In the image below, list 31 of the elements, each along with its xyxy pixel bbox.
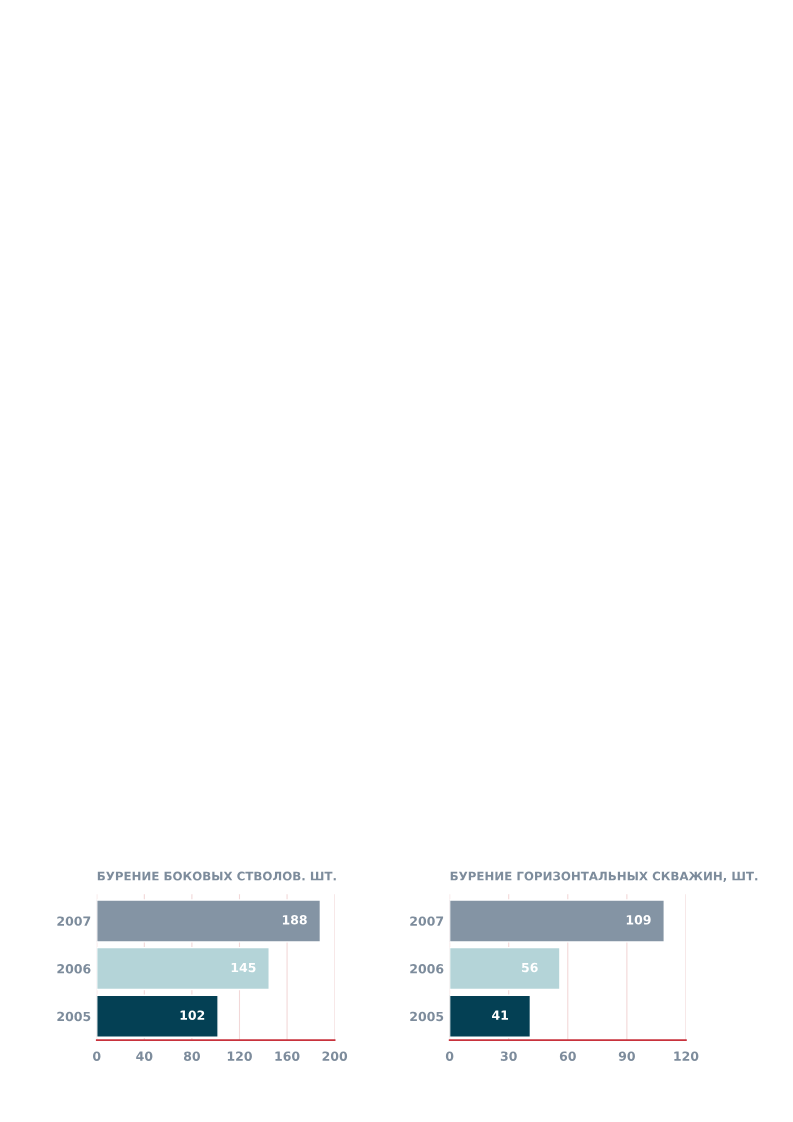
chart-title: БУРЕНИЕ ГОРИЗОНТАЛЬНЫХ СКВАЖИН, ШТ. (450, 871, 758, 883)
y-tick-label: 2007 (410, 916, 444, 926)
data-label: 56 (521, 962, 538, 973)
x-tick-label: 0 (93, 1051, 101, 1061)
y-tick-label: 2005 (57, 1011, 91, 1022)
x-tick-label: 30 (500, 1051, 517, 1061)
bar (449, 994, 532, 1038)
x-tick-label: 120 (674, 1051, 699, 1061)
data-label: 41 (492, 1010, 509, 1020)
x-tick-label: 60 (559, 1051, 576, 1061)
data-label: 102 (180, 1010, 205, 1020)
x-tick-label: 80 (183, 1051, 201, 1061)
chart-title: БУРЕНИЕ БОКОВЫХ СТВОЛОВ. ШТ. (97, 871, 336, 881)
x-tick-label: 160 (275, 1051, 300, 1061)
bar (96, 994, 219, 1038)
bar (449, 946, 561, 991)
bar (449, 899, 665, 943)
y-tick-label: 2006 (410, 964, 444, 974)
x-tick-label: 120 (227, 1051, 252, 1061)
y-tick-label: 2007 (57, 916, 91, 926)
data-label: 145 (231, 962, 256, 973)
x-tick-label: 40 (136, 1051, 153, 1061)
x-tick-label: 90 (618, 1051, 635, 1061)
data-label: 109 (626, 915, 651, 925)
bar (96, 899, 322, 943)
y-tick-label: 2006 (57, 964, 91, 974)
y-tick-label: 2005 (410, 1011, 444, 1022)
bar (96, 946, 270, 991)
data-label: 188 (282, 915, 307, 925)
x-tick-label: 0 (445, 1051, 454, 1061)
x-tick-label: 200 (322, 1051, 348, 1061)
